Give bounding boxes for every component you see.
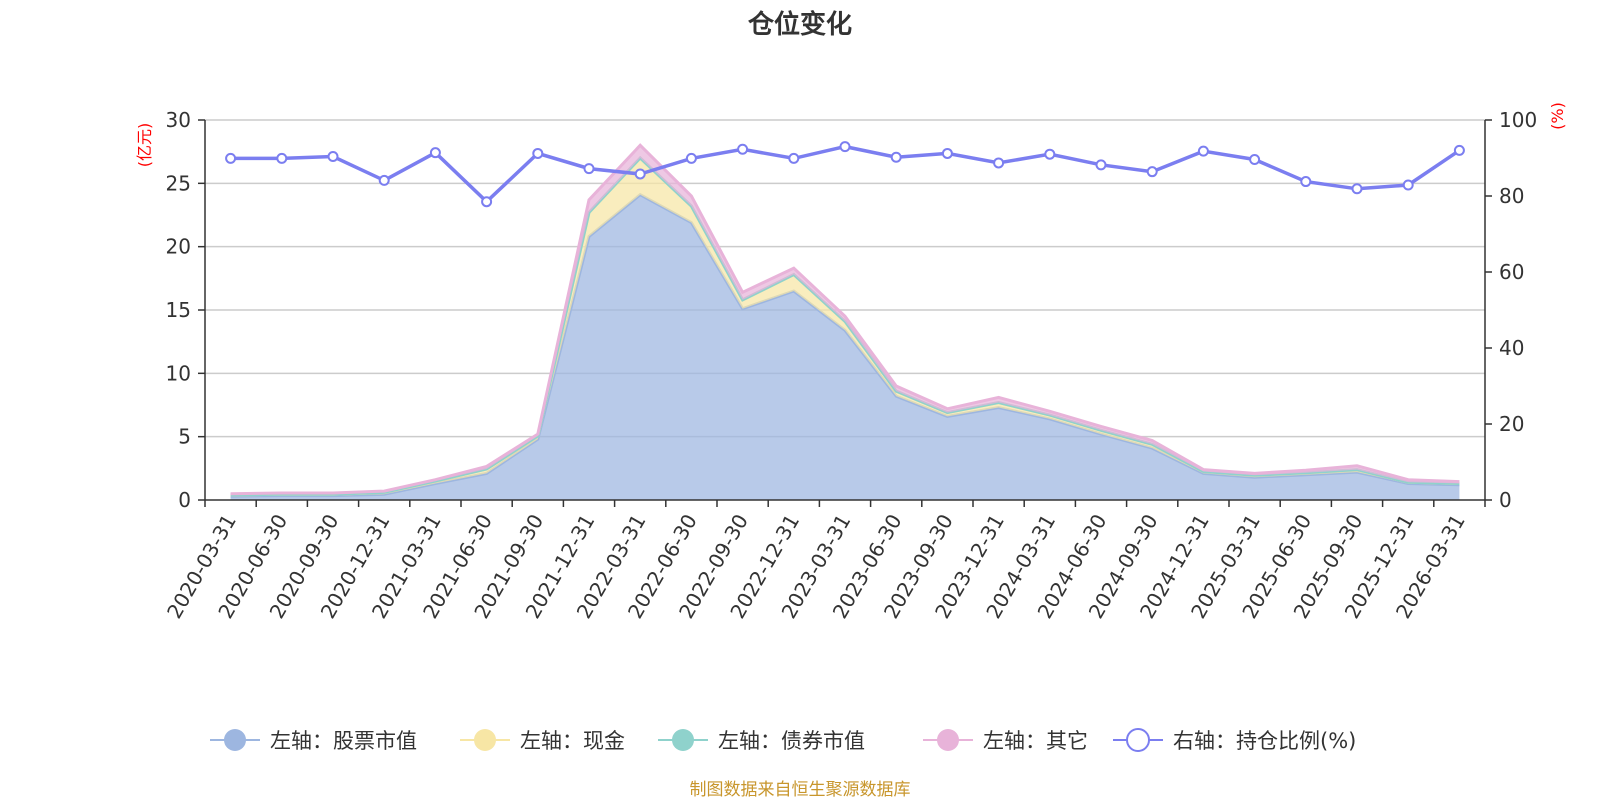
legend-label: 左轴：债券市值	[718, 729, 865, 753]
legend-marker	[937, 729, 959, 751]
right-axis-tick-label: 20	[1499, 412, 1524, 436]
ratio-point	[583, 163, 595, 175]
legend-marker	[1126, 728, 1150, 752]
ratio-point	[634, 168, 646, 180]
left-axis-tick-label: 20	[166, 235, 191, 259]
ratio-point	[276, 152, 288, 164]
legend-item[interactable]: 左轴：现金	[460, 729, 625, 753]
ratio-point	[225, 152, 237, 164]
ratio-point	[941, 147, 953, 159]
area-3-edge	[230, 143, 1460, 496]
area-1	[230, 158, 1460, 497]
ratio-point	[1044, 148, 1056, 160]
ratio-point	[1453, 144, 1465, 156]
ratio-point	[1402, 179, 1414, 191]
legend-label: 右轴：持仓比例(%)	[1173, 729, 1356, 753]
area-3	[230, 145, 1460, 495]
legend-label: 左轴：股票市值	[270, 729, 417, 753]
area-series	[230, 143, 1460, 500]
legend-item[interactable]: 右轴：持仓比例(%)	[1113, 728, 1356, 753]
ratio-point	[481, 196, 493, 208]
ratio-point	[685, 152, 697, 164]
ratio-point	[890, 151, 902, 163]
right-axis-tick-label: 100	[1499, 108, 1537, 132]
legend-marker	[672, 729, 694, 751]
legend-item[interactable]: 左轴：其它	[923, 729, 1088, 753]
left-axis-tick-label: 0	[178, 488, 191, 512]
legend-marker	[224, 729, 246, 751]
left-axis-tick-label: 15	[166, 298, 191, 322]
chart-title: 仓位变化	[747, 9, 852, 40]
data-source-footer: 制图数据来自恒生聚源数据库	[690, 780, 911, 800]
ratio-point	[839, 141, 851, 153]
left-axis-tick-label: 25	[166, 171, 191, 195]
ratio-point	[1249, 154, 1261, 166]
legend-marker	[474, 729, 496, 751]
ratio-point	[993, 157, 1005, 169]
ratio-point	[327, 150, 339, 162]
area-0	[230, 194, 1460, 500]
ratio-point	[737, 143, 749, 155]
ratio-line	[230, 144, 1461, 205]
ratio-point	[788, 152, 800, 164]
left-axis-unit: (亿元)	[135, 123, 154, 168]
left-axis-tick-label: 30	[166, 108, 191, 132]
right-axis-tick-label: 40	[1499, 336, 1524, 360]
legend-label: 左轴：现金	[520, 729, 625, 753]
ratio-point	[532, 147, 544, 159]
ratio-point	[429, 147, 441, 159]
ratio-point	[1351, 183, 1363, 195]
legend-item[interactable]: 左轴：股票市值	[210, 729, 417, 753]
left-axis-tick-label: 10	[166, 361, 191, 385]
right-axis-tick-label: 0	[1499, 488, 1512, 512]
left-axis-tick-label: 5	[178, 425, 191, 449]
right-axis-tick-label: 80	[1499, 184, 1524, 208]
legend-label: 左轴：其它	[983, 729, 1088, 753]
right-axis-unit: (%)	[1548, 102, 1567, 130]
ratio-point	[1095, 159, 1107, 171]
grid-lines	[205, 119, 1485, 438]
right-axis-tick-label: 60	[1499, 260, 1524, 284]
ratio-point	[1197, 145, 1209, 157]
ratio-point	[1300, 176, 1312, 188]
legend-item[interactable]: 左轴：债券市值	[658, 729, 865, 753]
ratio-line-series	[225, 141, 1465, 208]
ratio-point	[1146, 166, 1158, 178]
legend[interactable]: 左轴：股票市值 左轴：现金 左轴：债券市值 左轴：其它 右轴：持仓比例(%)	[210, 728, 1356, 753]
ratio-point	[378, 174, 390, 186]
